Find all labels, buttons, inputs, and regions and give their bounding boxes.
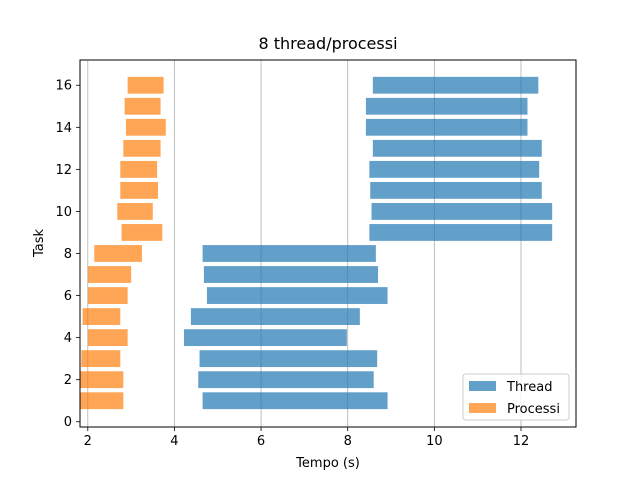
chart-title: 8 thread/processi bbox=[258, 34, 397, 53]
processi-bar-task-10 bbox=[117, 203, 153, 220]
processi-bar-task-14 bbox=[125, 118, 166, 136]
thread-bar-task-14 bbox=[365, 118, 528, 136]
y-tick-label: 4 bbox=[64, 331, 72, 346]
legend-label-processi: Processi bbox=[507, 402, 560, 417]
y-tick-label: 10 bbox=[55, 205, 72, 220]
thread-bar-task-9 bbox=[369, 224, 553, 241]
thread-bar-task-8 bbox=[202, 245, 376, 262]
processi-bar-task-9 bbox=[121, 224, 163, 241]
processi-bar-task-6 bbox=[87, 287, 128, 304]
y-tick-label: 14 bbox=[55, 121, 72, 136]
thread-bar-task-12 bbox=[369, 160, 540, 178]
y-tick-label: 16 bbox=[55, 79, 72, 94]
x-tick-label: 10 bbox=[426, 434, 443, 449]
thread-bar-task-2 bbox=[198, 371, 374, 389]
y-axis: 0 2 4 6 8 10 12 14 16 bbox=[55, 79, 80, 430]
x-grid bbox=[87, 60, 522, 427]
thread-bar-task-7 bbox=[203, 266, 379, 283]
thread-bar-task-16 bbox=[372, 76, 539, 94]
legend-swatch-processi bbox=[469, 403, 496, 413]
processi-bar-task-4 bbox=[87, 329, 128, 347]
legend: Thread Processi bbox=[462, 373, 570, 421]
x-axis: 2 4 6 8 10 12 bbox=[84, 427, 530, 449]
y-tick-label: 2 bbox=[64, 373, 72, 388]
x-tick-label: 4 bbox=[170, 434, 178, 449]
y-axis-label: Task bbox=[32, 229, 47, 259]
processi-bar-task-12 bbox=[120, 160, 158, 178]
processi-bar-task-2 bbox=[80, 371, 124, 389]
y-tick-label: 12 bbox=[55, 163, 72, 178]
y-tick-label: 6 bbox=[64, 289, 72, 304]
processi-bar-task-7 bbox=[87, 266, 132, 283]
processi-bar-task-8 bbox=[94, 245, 142, 262]
x-axis-label: Tempo (s) bbox=[295, 456, 360, 471]
x-tick-label: 6 bbox=[257, 434, 265, 449]
x-tick-label: 8 bbox=[344, 434, 352, 449]
thread-bar-task-4 bbox=[183, 329, 347, 347]
thread-bar-task-13 bbox=[372, 139, 542, 157]
processi-bar-task-5 bbox=[82, 308, 121, 325]
thread-bar-task-1 bbox=[202, 392, 388, 410]
thread-bar-task-11 bbox=[370, 181, 542, 199]
y-tick-label: 0 bbox=[64, 415, 72, 430]
thread-bar-task-5 bbox=[190, 308, 360, 325]
processi-bar-task-1 bbox=[80, 392, 124, 410]
thread-bar-task-6 bbox=[206, 287, 388, 304]
plot-frame bbox=[79, 59, 577, 428]
y-tick-label: 8 bbox=[64, 247, 72, 262]
thread-bar-task-3 bbox=[199, 350, 378, 368]
bars bbox=[80, 76, 553, 410]
processi-bar-task-16 bbox=[127, 76, 164, 94]
processi-bar-task-11 bbox=[120, 181, 158, 199]
processi-bar-task-3 bbox=[81, 350, 121, 368]
legend-label-thread: Thread bbox=[506, 380, 552, 395]
processi-bar-task-13 bbox=[123, 139, 161, 157]
thread-bar-task-10 bbox=[371, 203, 553, 220]
thread-bar-task-15 bbox=[365, 97, 528, 115]
legend-swatch-thread bbox=[469, 381, 496, 391]
processi-bar-task-15 bbox=[124, 97, 161, 115]
x-tick-label: 12 bbox=[513, 434, 530, 449]
x-tick-label: 2 bbox=[84, 434, 92, 449]
